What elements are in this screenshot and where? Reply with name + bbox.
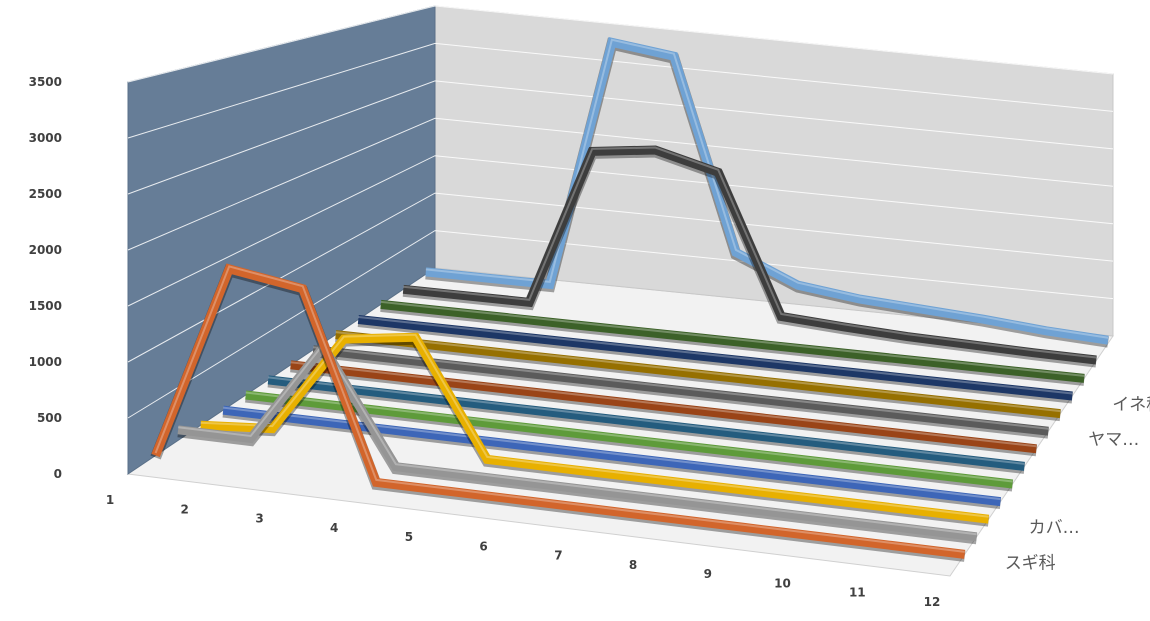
y-tick-label: 500 (37, 411, 62, 425)
series-line-path (335, 330, 1061, 419)
series-line (245, 390, 1014, 492)
depth-axis-label: カバ… (1029, 518, 1080, 538)
series-line (150, 263, 966, 562)
series-line (290, 360, 1038, 457)
series-line-highlight (335, 331, 1061, 413)
y-tick-label: 3000 (29, 131, 62, 145)
series-line-highlight (358, 316, 1073, 395)
y-tick-label: 1500 (29, 299, 62, 313)
depth-axis-label: スギ科 (1005, 553, 1056, 573)
series-line-highlight (290, 361, 1037, 448)
x-tick-label: 12 (924, 595, 941, 609)
x-tick-label: 10 (774, 577, 791, 591)
depth-axis-labels: スギ科 カバ… ヤマ… イネ科 (1005, 395, 1150, 573)
gridline (127, 192, 1114, 363)
series-line-highlight (313, 346, 1049, 430)
x-tick-label: 3 (255, 512, 263, 526)
gridline (127, 42, 1114, 139)
depth-axis-label: ヤマ… (1088, 430, 1139, 450)
series-line (335, 330, 1061, 422)
y-axis-ticks: 0 500 1000 1500 2000 2500 3000 3500 (29, 75, 62, 481)
series-line-path (177, 338, 978, 542)
series-line-path (380, 299, 1085, 383)
gridline (127, 230, 1114, 419)
series-line (177, 338, 978, 545)
x-tick-label: 9 (704, 567, 712, 581)
gridlines (127, 5, 1114, 419)
y-tick-label: 2000 (29, 243, 62, 257)
series-line (380, 299, 1085, 386)
gridline (127, 5, 1114, 83)
series-line-path (245, 390, 1014, 489)
x-tick-label: 2 (181, 502, 189, 516)
x-tick-label: 1 (106, 493, 114, 507)
series-line-path (357, 315, 1073, 401)
y-tick-label: 0 (54, 467, 62, 481)
x-tick-label: 7 (554, 549, 562, 563)
series-line-highlight (200, 333, 989, 518)
series-line (402, 145, 1097, 368)
x-tick-label: 11 (849, 586, 866, 600)
y-tick-label: 3500 (29, 75, 62, 89)
series-line-path (290, 360, 1037, 454)
series-line-highlight (245, 391, 1013, 483)
gridline (127, 117, 1114, 251)
series-line (357, 315, 1073, 404)
series-line-highlight (403, 146, 1097, 359)
x-tick-label: 8 (629, 558, 637, 572)
series-line (267, 375, 1026, 474)
series-line-path (402, 145, 1097, 365)
y-tick-label: 2500 (29, 187, 62, 201)
gridline (127, 155, 1114, 307)
gridline (127, 80, 1114, 195)
series-line-highlight (177, 342, 977, 536)
series-line-highlight (154, 265, 965, 553)
series-line-highlight (268, 376, 1025, 465)
series-line-path (267, 375, 1025, 471)
series-line-highlight (380, 300, 1085, 377)
series-lines (150, 36, 1109, 562)
depth-axis-label: イネ科 (1112, 395, 1150, 415)
y-tick-label: 1000 (29, 355, 62, 369)
series-line-path (151, 263, 966, 559)
x-tick-label: 6 (479, 539, 487, 553)
x-tick-label: 5 (405, 530, 413, 544)
x-tick-label: 4 (330, 521, 338, 535)
